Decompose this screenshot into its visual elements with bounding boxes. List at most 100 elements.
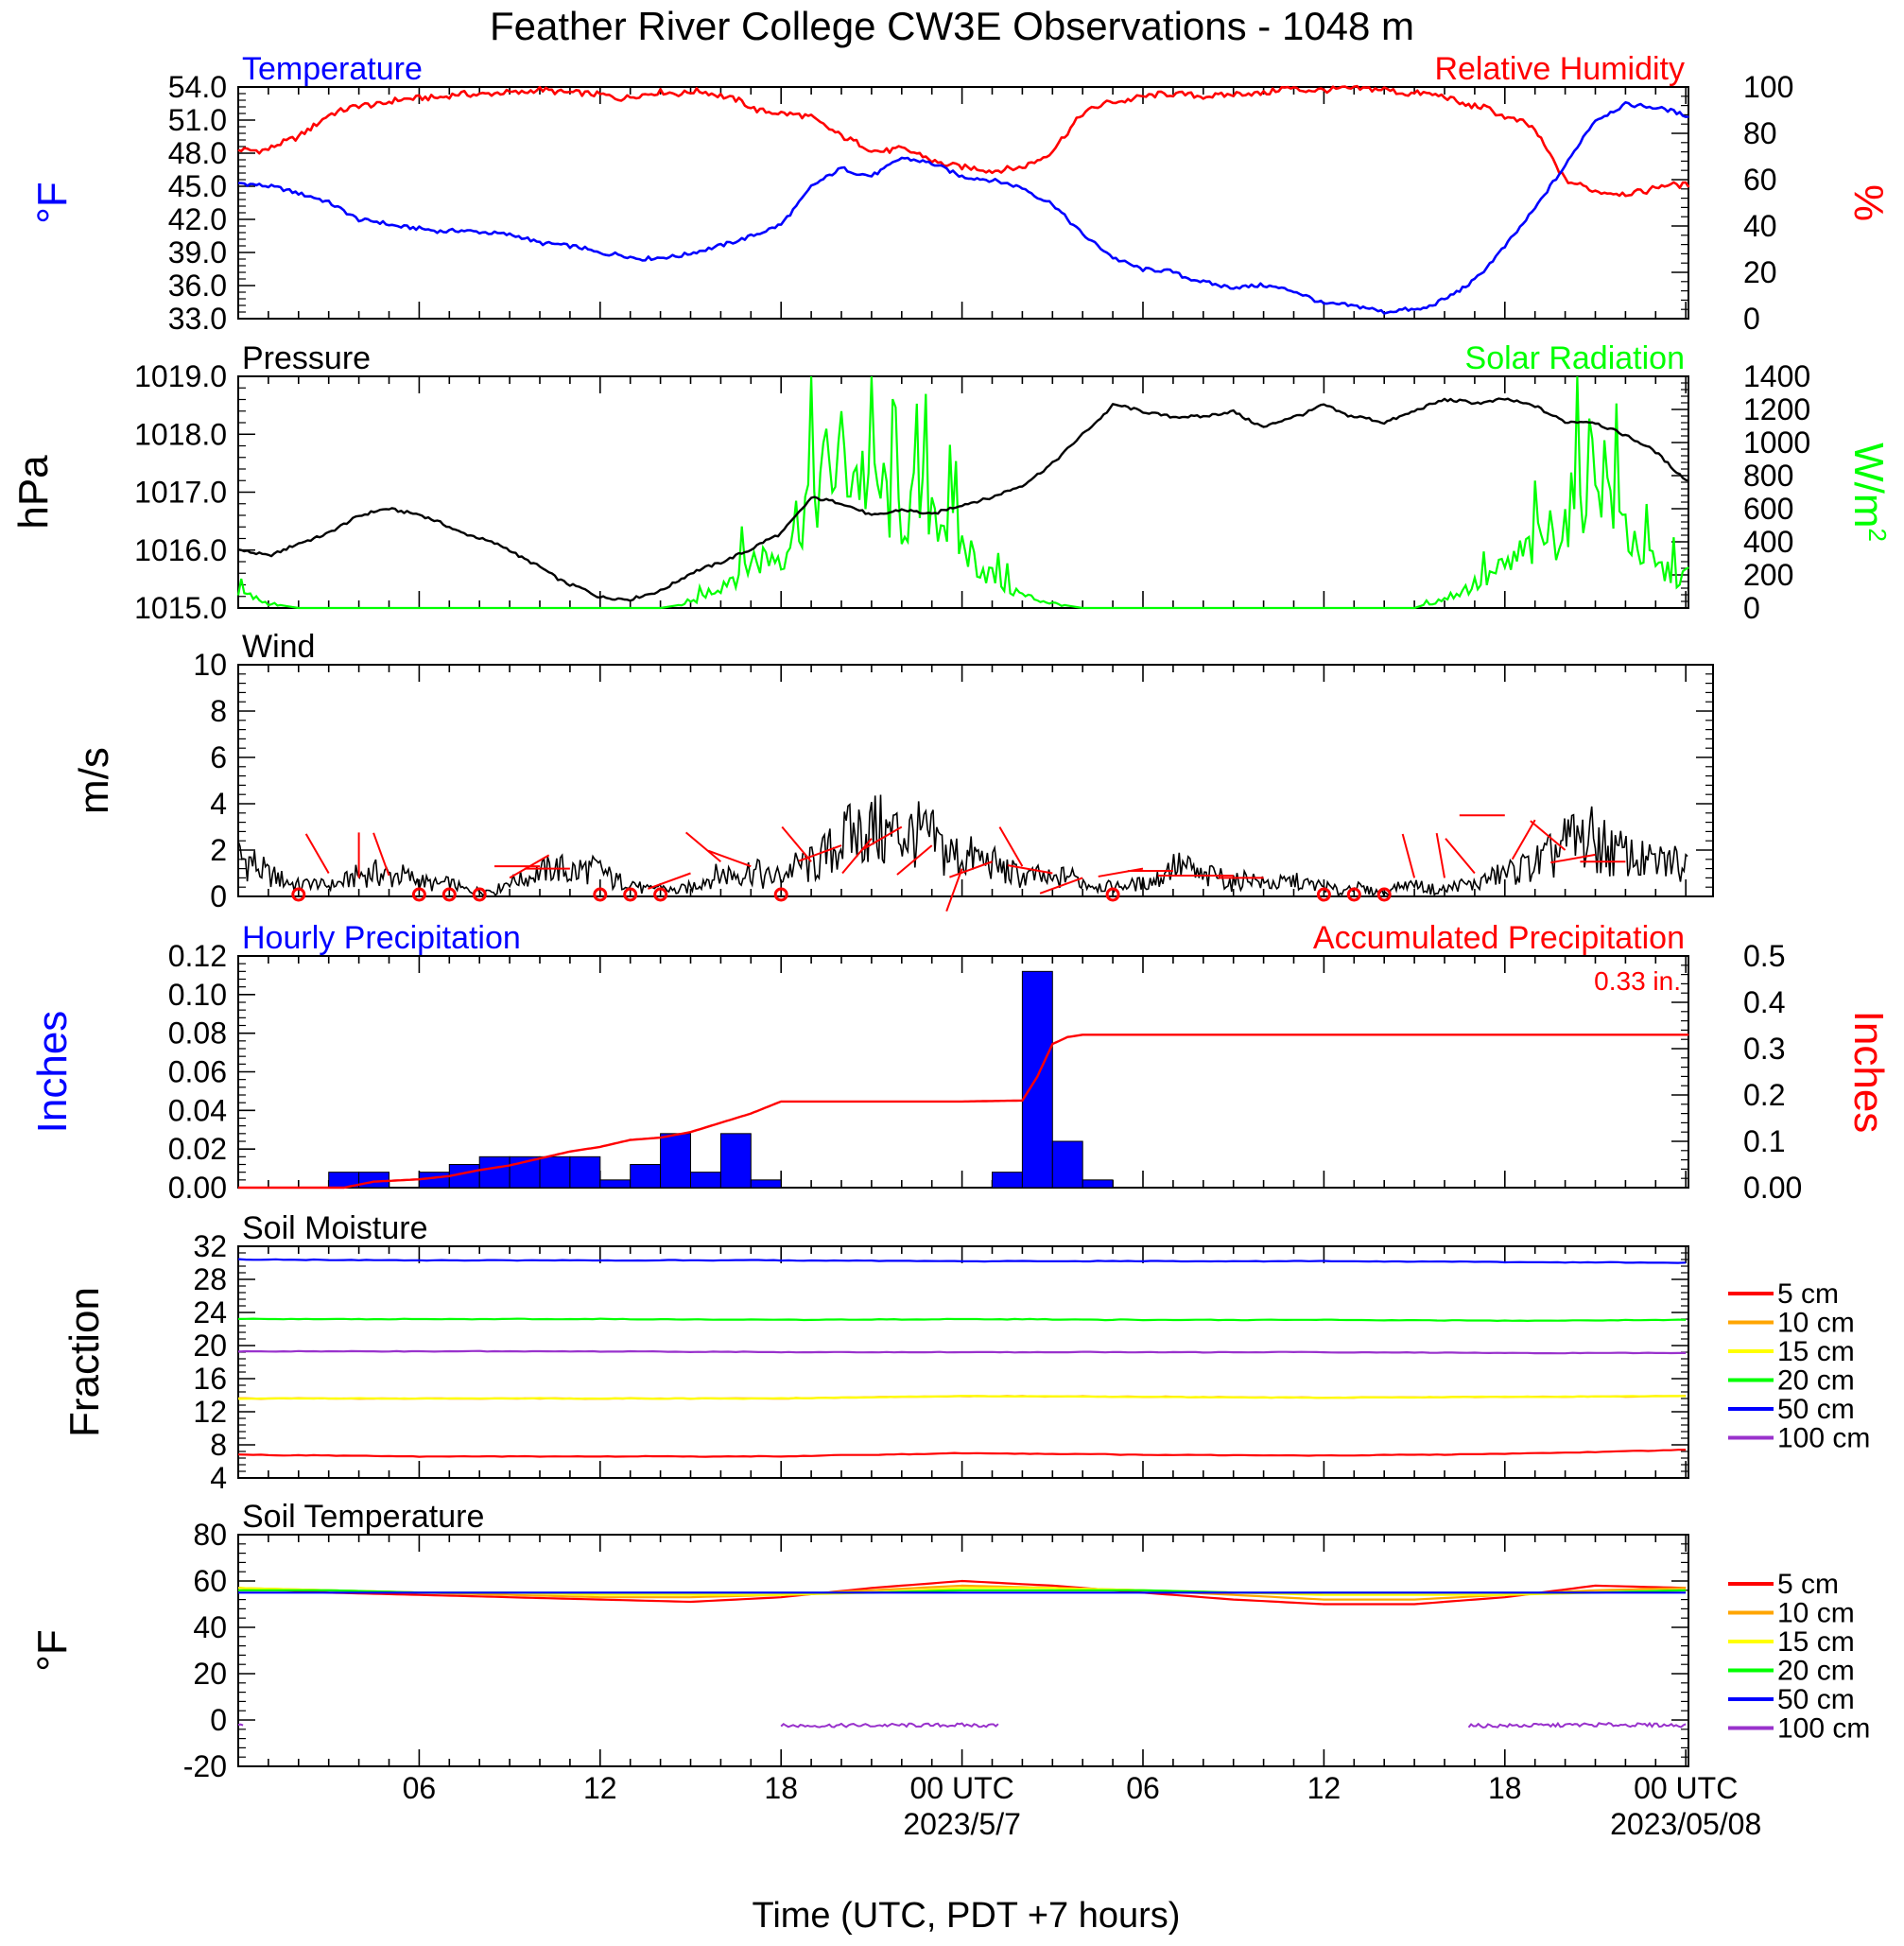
series-line <box>237 1349 1687 1355</box>
y-tick-label-left: 0.08 <box>168 1016 227 1051</box>
wind-barb <box>1435 832 1445 878</box>
y-tick-label-right: 40 <box>1743 209 1777 243</box>
calm-wind-marker <box>593 887 608 902</box>
series-line-segment <box>780 1722 999 1729</box>
y-tick-label-left: 54.0 <box>168 70 227 104</box>
series-line <box>237 1579 1687 1606</box>
y-tick-label-left: 24 <box>193 1295 227 1329</box>
y-tick-label-left: -20 <box>183 1749 227 1783</box>
legend-label: 5 cm <box>1777 1569 1839 1600</box>
legend-label: 10 cm <box>1777 1308 1855 1339</box>
wind-barb <box>861 825 903 851</box>
y-tick-label-left: 10 <box>193 648 227 682</box>
y-tick-label-left: 80 <box>193 1518 227 1552</box>
x-date-label: 2023/05/08 <box>1610 1807 1761 1841</box>
precip-bar <box>1051 1140 1083 1189</box>
y-tick-label-right: 1400 <box>1743 359 1810 393</box>
y-tick-label-left: 0.12 <box>168 939 227 973</box>
y-tick-label-left: 0.06 <box>168 1055 227 1089</box>
precip-bar <box>750 1179 782 1189</box>
panel-pressure-solar: 1019.0 1018.0 1017.0 1016.0 1015.0 1400120010… <box>10 340 1892 625</box>
precip-bar <box>569 1155 601 1189</box>
y-tick-label-left: 4 <box>210 787 227 821</box>
wind-barb <box>1039 877 1083 895</box>
y-tick-label-left: 60 <box>193 1564 227 1598</box>
y-axis-label-left: Inches <box>29 1011 76 1134</box>
x-tick-label: 12 <box>1307 1771 1341 1805</box>
y-tick-label-right: 600 <box>1743 492 1793 526</box>
calm-wind-marker <box>1316 887 1331 902</box>
series-line <box>237 1317 1687 1322</box>
precip-bar <box>630 1164 662 1189</box>
plot-frame <box>237 86 1689 320</box>
y-tick-label-left: 2 <box>210 833 227 867</box>
wind-barb <box>841 838 873 875</box>
y-tick-label-left: 32 <box>193 1229 227 1263</box>
series-line <box>237 1449 1687 1458</box>
wind-barb <box>1007 864 1053 875</box>
precip-total-annotation: 0.33 in. <box>1594 966 1681 996</box>
panel-title-left: Soil Temperature <box>242 1499 484 1535</box>
legend-label: 50 cm <box>1777 1394 1855 1425</box>
wind-barb <box>1511 819 1536 860</box>
y-tick-label-left: 36.0 <box>168 269 227 303</box>
y-tick-label-left: 0.00 <box>168 1171 227 1205</box>
y-tick-label-left: 20 <box>193 1329 227 1363</box>
plot-frame <box>237 664 1714 897</box>
y-tick-label-left: 0 <box>210 1703 227 1737</box>
wind-barb <box>1445 838 1476 875</box>
panel-title-left: Hourly Precipitation <box>242 920 521 956</box>
y-tick-label-left: 12 <box>193 1395 227 1429</box>
x-tick-label: 12 <box>583 1771 617 1805</box>
precip-bar <box>539 1155 571 1189</box>
y-tick-label-right: 0.1 <box>1743 1124 1785 1158</box>
legend-label: 20 cm <box>1777 1656 1855 1687</box>
series-line <box>237 397 1689 602</box>
series-line <box>237 1395 1687 1400</box>
y-tick-label-left: 6 <box>210 740 227 774</box>
wind-barb <box>998 826 1024 867</box>
precip-bar <box>992 1172 1023 1189</box>
wind-barb <box>945 868 963 912</box>
calm-wind-marker <box>653 887 668 902</box>
precip-bar <box>660 1133 691 1189</box>
figure-title: Feather River College CW3E Observations … <box>490 4 1414 48</box>
y-tick-label-left: 0.04 <box>168 1093 227 1127</box>
y-axis-label-right-sup: 2 <box>1863 528 1892 541</box>
y-tick-label-left: 40 <box>193 1610 227 1644</box>
calm-wind-marker <box>1105 887 1120 902</box>
panel-title-right: Solar Radiation <box>1465 340 1685 376</box>
y-tick-label-right: 0.5 <box>1743 939 1785 973</box>
series-line <box>237 84 1690 198</box>
panel-precipitation: 0.12 0.10 0.08 0.06 0.04 0.02 0.00 0.5 0.4 0.3 0.2… <box>29 920 1892 1205</box>
legend-label: 20 cm <box>1777 1365 1855 1397</box>
y-tick-label-left: 20 <box>193 1657 227 1691</box>
y-tick-label-right: 0.3 <box>1743 1032 1785 1066</box>
wind-barb <box>1098 867 1144 877</box>
series-line-segment <box>237 1723 244 1727</box>
calm-wind-marker <box>291 887 306 902</box>
y-tick-label-right: 400 <box>1743 525 1793 559</box>
legend-label: 5 cm <box>1777 1278 1839 1310</box>
calm-wind-marker <box>1346 887 1361 902</box>
y-axis-label-right: Inches <box>1845 1011 1892 1134</box>
wind-barb <box>949 860 993 878</box>
y-tick-label-right: 60 <box>1743 163 1777 197</box>
series-line <box>237 794 1688 898</box>
wind-barb <box>781 825 812 862</box>
y-tick-label-right: 0.2 <box>1743 1078 1785 1112</box>
y-axis-label-right: W/m2 <box>1845 443 1892 542</box>
panel-title-right: Accumulated Precipitation <box>1313 920 1685 956</box>
plot-frame <box>237 375 1689 609</box>
legend-label: 50 cm <box>1777 1684 1855 1715</box>
y-tick-label-left: 48.0 <box>168 136 227 170</box>
series-line <box>237 1584 1687 1601</box>
y-tick-label-left: 45.0 <box>168 169 227 203</box>
series-line <box>237 1258 1687 1264</box>
y-axis-label-left: m/s <box>71 747 117 814</box>
legend-label: 15 cm <box>1777 1626 1855 1658</box>
y-tick-label-left: 16 <box>193 1362 227 1396</box>
